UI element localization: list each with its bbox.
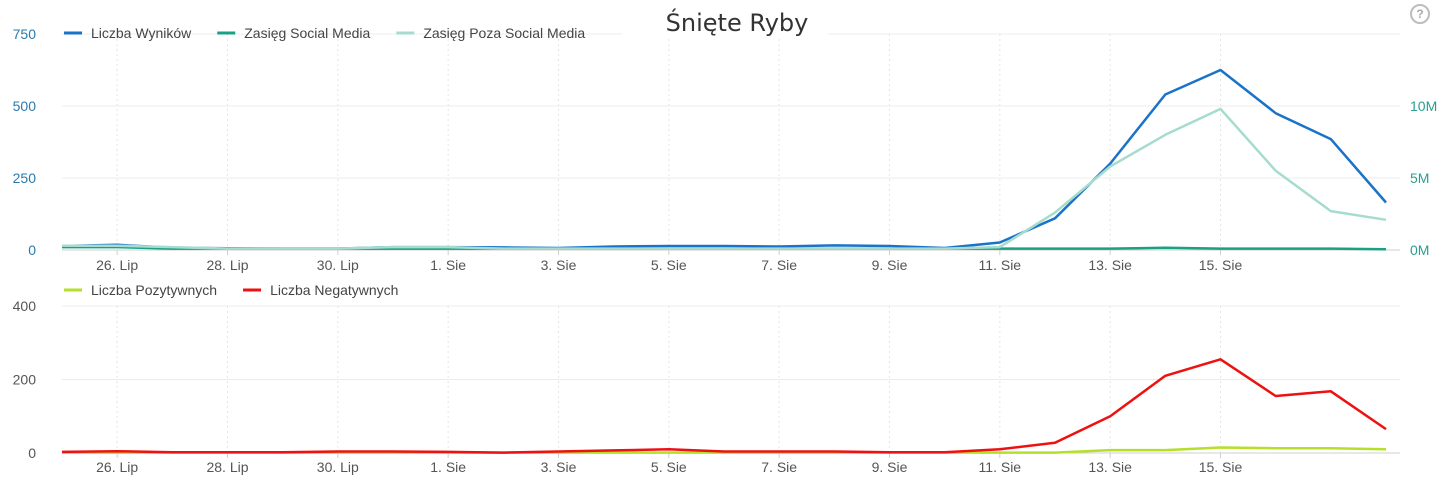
x-tick-label: 11. Sie bbox=[979, 257, 1022, 273]
x-tick-label: 15. Sie bbox=[1199, 459, 1243, 475]
y-tick-label: 0 bbox=[28, 242, 36, 258]
x-tick-label: 26. Lip bbox=[96, 257, 138, 273]
x-tick-label: 7. Sie bbox=[761, 257, 797, 273]
legend-label: Zasięg Social Media bbox=[244, 25, 370, 41]
x-tick-label: 7. Sie bbox=[761, 459, 797, 475]
x-tick-label: 1. Sie bbox=[430, 459, 466, 475]
x-tick-label: 13. Sie bbox=[1088, 257, 1132, 273]
x-tick-label: 9. Sie bbox=[872, 459, 908, 475]
series-line-2 bbox=[62, 107, 1387, 250]
x-tick-label: 30. Lip bbox=[317, 257, 359, 273]
help-question-icon[interactable]: ? bbox=[1410, 4, 1430, 24]
y-tick-label: 0 bbox=[28, 445, 36, 461]
y-tick-label: 200 bbox=[13, 372, 37, 388]
legend-label: Liczba Wyników bbox=[91, 25, 192, 41]
legend-label: Zasięg Poza Social Media bbox=[423, 25, 585, 41]
x-tick-label: 3. Sie bbox=[541, 257, 577, 273]
x-tick-label: 26. Lip bbox=[96, 459, 138, 475]
y-right-tick-label: 0M bbox=[1410, 242, 1429, 258]
x-tick-label: 30. Lip bbox=[317, 459, 359, 475]
x-tick-label: 5. Sie bbox=[651, 459, 687, 475]
series-line-0 bbox=[61, 68, 1387, 250]
x-tick-label: 9. Sie bbox=[872, 257, 908, 273]
x-tick-label: 15. Sie bbox=[1199, 257, 1243, 273]
title-background bbox=[622, 6, 828, 38]
y-tick-label: 500 bbox=[13, 98, 37, 114]
y-right-tick-label: 10M bbox=[1410, 98, 1437, 114]
x-tick-label: 28. Lip bbox=[206, 459, 248, 475]
series-line-1 bbox=[61, 358, 1387, 454]
y-tick-label: 400 bbox=[13, 298, 37, 314]
x-tick-label: 11. Sie bbox=[979, 459, 1022, 475]
x-tick-label: 28. Lip bbox=[206, 257, 248, 273]
legend-label: Liczba Pozytywnych bbox=[91, 282, 217, 298]
legend-label: Liczba Negatywnych bbox=[270, 282, 398, 298]
chart-title: Śnięte Ryby bbox=[666, 7, 809, 37]
y-tick-label: 750 bbox=[13, 26, 37, 42]
x-tick-label: 3. Sie bbox=[541, 459, 577, 475]
x-tick-label: 5. Sie bbox=[651, 257, 687, 273]
x-tick-label: 13. Sie bbox=[1088, 459, 1132, 475]
x-tick-label: 1. Sie bbox=[430, 257, 466, 273]
y-right-tick-label: 5M bbox=[1410, 170, 1429, 186]
y-tick-label: 250 bbox=[13, 170, 37, 186]
